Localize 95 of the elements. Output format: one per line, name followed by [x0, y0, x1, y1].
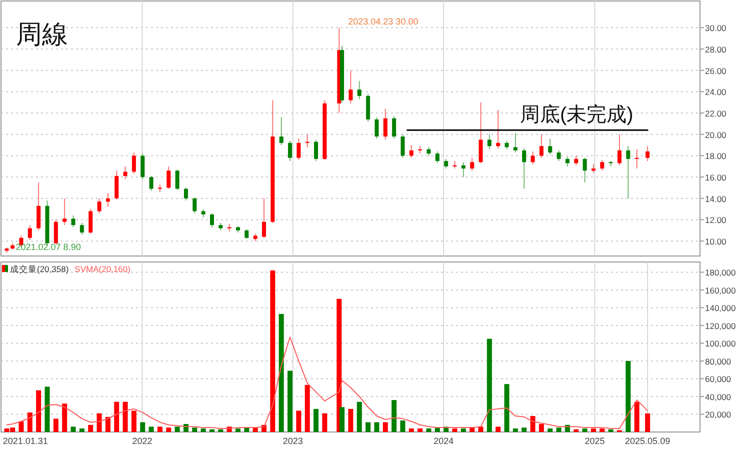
bar [218, 429, 224, 432]
bar [314, 408, 319, 432]
annotation: 周底(未完成) [520, 103, 634, 126]
bar [79, 428, 84, 432]
y-tick-label: 20.00 [705, 130, 727, 140]
bar [382, 422, 388, 432]
bar [530, 416, 536, 432]
bar [166, 428, 172, 432]
bar [392, 400, 397, 432]
bar [70, 426, 76, 432]
y-tick-label: 22.00 [705, 108, 727, 119]
bar [322, 413, 328, 432]
bar [574, 429, 579, 432]
bar [590, 428, 596, 432]
bar [418, 428, 423, 432]
bar [512, 428, 518, 432]
annotation: 2021.02.07 8.90 [16, 242, 81, 252]
x-tick-label: 2024 [434, 436, 454, 446]
bar [105, 416, 110, 432]
bar [157, 426, 162, 432]
y-tick-label: 40,000 [705, 392, 732, 402]
y-tick-label: 14.00 [705, 194, 727, 204]
bar [53, 418, 58, 432]
bar [148, 426, 154, 432]
y-tick-label: 180,000 [705, 268, 736, 278]
bar [600, 428, 605, 432]
text: SVMA(20,160) [74, 264, 131, 274]
y-tick-label: 18.00 [705, 151, 727, 162]
bar [131, 410, 136, 432]
bar [556, 428, 562, 432]
legend-label: 成交量(20,358) [10, 264, 69, 274]
bar [235, 428, 240, 432]
y-tick-label: 160,000 [705, 285, 736, 296]
bar [62, 404, 68, 432]
y-tick-label: 100,000 [705, 338, 736, 349]
bar [18, 421, 24, 432]
y-tick-label: 20,000 [705, 410, 732, 420]
x-tick-label: 2021.01.31 [2, 436, 48, 446]
bar [400, 420, 406, 432]
bar [114, 402, 120, 432]
bar [140, 422, 146, 432]
bar [270, 270, 276, 432]
bar [426, 428, 432, 432]
bar [288, 370, 293, 432]
bar [96, 413, 102, 432]
annotation: 2023.04.23 30.00 [348, 16, 418, 27]
bar [36, 390, 42, 432]
bar [27, 412, 32, 432]
y-tick-label: 26.00 [705, 66, 727, 76]
bar [192, 428, 198, 432]
y-tick-label: 140,000 [705, 303, 736, 314]
bar [340, 407, 345, 432]
bar [408, 428, 414, 432]
y-tick-label: 60,000 [705, 374, 732, 384]
bar [304, 384, 310, 432]
bar [460, 428, 466, 432]
bar [44, 386, 50, 432]
bar [608, 429, 614, 432]
y-tick-label: 12.00 [705, 215, 727, 226]
bar [374, 422, 380, 432]
y-tick-label: 24.00 [705, 87, 727, 98]
y-tick-label: 120,000 [705, 320, 736, 331]
bar [122, 402, 128, 432]
bar [626, 360, 631, 432]
bar [548, 428, 553, 432]
bar [88, 424, 94, 432]
x-tick-label: 2022 [132, 436, 152, 446]
bar [478, 426, 484, 432]
bar [496, 426, 501, 432]
x-tick-label: 2023 [282, 436, 303, 446]
y-tick-label: 16.00 [705, 172, 727, 183]
bar [174, 426, 180, 432]
bar [452, 428, 458, 432]
bar [209, 429, 214, 432]
x-tick-label: 2025 [584, 436, 605, 446]
y-tick-label: 28.00 [705, 44, 727, 55]
bar [356, 402, 362, 432]
bar [634, 402, 640, 432]
bar [200, 428, 206, 432]
bar [296, 410, 302, 432]
text: 周線 [16, 19, 68, 49]
y-tick-label: 30.00 [705, 23, 727, 34]
line-series [6, 336, 648, 429]
bar [278, 314, 284, 432]
y-tick-label: 10.00 [705, 236, 727, 247]
bar [582, 428, 588, 432]
bar [645, 413, 650, 432]
x-tick-label: 2025.05.09 [625, 436, 670, 446]
bar [486, 338, 492, 432]
bar [504, 384, 510, 432]
y-tick-label: 80,000 [705, 356, 732, 366]
bar [538, 424, 544, 432]
bar [522, 428, 527, 432]
bar [348, 408, 354, 432]
bar [366, 422, 371, 432]
